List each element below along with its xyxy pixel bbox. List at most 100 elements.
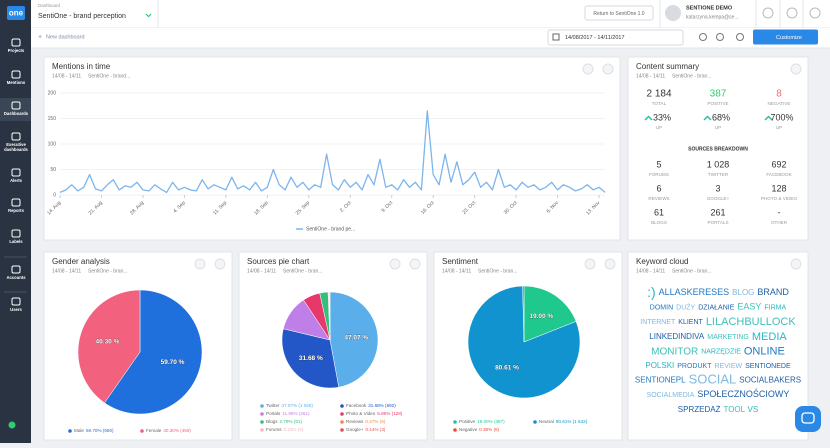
card-source: SentiOne - bran... — [88, 268, 127, 274]
keyword[interactable]: POLSKI — [645, 361, 674, 370]
source-label: FACEBOOK — [766, 172, 792, 177]
card-button[interactable] — [195, 259, 205, 269]
keyword[interactable]: DZIAŁANIE — [698, 304, 735, 311]
keyword[interactable]: EASY — [737, 302, 761, 312]
user-email: katarzyna.kempa@se... — [686, 14, 739, 20]
keyword[interactable]: SENTIONEDE — [745, 363, 791, 370]
keyword[interactable]: MARKETING — [707, 334, 749, 341]
legend-detail: 0.27% (6) — [365, 419, 385, 424]
card-button[interactable] — [605, 259, 615, 269]
card-title: Sources pie chart — [247, 257, 310, 266]
source-label: BLOGS — [651, 220, 667, 225]
legend-dot — [140, 429, 144, 433]
keyword[interactable]: BRAND — [757, 287, 789, 297]
keyword[interactable]: DOMIN — [650, 304, 673, 311]
keyword[interactable]: DUŻY — [676, 302, 695, 311]
legend-detail: 47.07% (1 028) — [282, 403, 314, 408]
legend-name: Neutral — [539, 419, 554, 424]
sidebar-item-line: Accounts — [6, 275, 26, 280]
keyword[interactable]: :) — [647, 284, 656, 300]
source-value: 692 — [771, 159, 786, 169]
keyword[interactable]: ONLINE — [744, 345, 785, 357]
card-button[interactable] — [410, 259, 420, 269]
legend-name: Google+ — [346, 427, 364, 432]
keyword[interactable]: SPOŁECZNOŚCIOWY — [697, 389, 789, 400]
sidebar-item[interactable]: Labels — [9, 239, 23, 244]
keyword[interactable]: NARZĘDZIE — [701, 348, 741, 355]
change-value: 33% — [653, 112, 671, 122]
card-button[interactable] — [583, 64, 593, 74]
keyword[interactable]: INTERNET — [640, 319, 676, 326]
sidebar-item-line: Mentions — [7, 80, 26, 85]
card-button[interactable] — [791, 64, 801, 74]
legend-name: Forums — [266, 427, 282, 432]
chat-button[interactable] — [795, 406, 821, 432]
keyword[interactable]: SOCIAL — [689, 372, 737, 387]
card-title: Sentiment — [442, 257, 479, 266]
sidebar-item[interactable]: Reports — [8, 208, 24, 213]
sidebar-item[interactable]: Users — [10, 307, 22, 312]
return-button-label: Return to SentiOne 1.0 — [593, 11, 644, 17]
keyword[interactable]: TOOL — [723, 405, 745, 414]
legend-detail: 19.00% (387) — [477, 419, 505, 424]
legend-name: Negative — [459, 427, 478, 432]
keyword[interactable]: SOCIALBAKERS — [739, 376, 801, 385]
sources-title: SOURCES BREAKDOWN — [688, 146, 748, 152]
keyword[interactable]: MEDIA — [752, 331, 788, 343]
card-title: Keyword cloud — [636, 257, 688, 266]
legend-detail: 59.70% (680) — [86, 428, 114, 433]
keyword[interactable]: REVIEW — [715, 363, 743, 370]
user-name: SENTIONE DEMO — [686, 5, 733, 11]
legend-detail: 31.68% (692) — [368, 403, 396, 408]
y-tick-label: 200 — [48, 90, 57, 96]
legend-detail: 0.14% (3) — [366, 427, 386, 432]
y-tick-label: 100 — [48, 141, 57, 147]
sidebar-item[interactable]: Mentions — [7, 80, 26, 85]
sidebar-item[interactable]: Dashboards — [4, 111, 29, 116]
pie-value-label: 40.30 % — [96, 338, 120, 345]
keyword[interactable]: LILACHBULLOCK — [706, 316, 797, 328]
card-button[interactable] — [585, 259, 595, 269]
card-button[interactable] — [215, 259, 225, 269]
legend-detail: 0.23% (5) — [284, 427, 304, 432]
card-button[interactable] — [791, 259, 801, 269]
keyword[interactable]: LINKEDINDIVA — [649, 332, 705, 341]
keyword[interactable]: FIRMA — [764, 304, 786, 311]
legend-detail: 2.79% (61) — [280, 419, 303, 424]
keyword[interactable]: PRODUKT — [677, 363, 712, 370]
card-button[interactable] — [390, 259, 400, 269]
keyword[interactable]: KLIENT — [678, 319, 703, 326]
sidebar-item[interactable]: Alerts — [10, 178, 23, 183]
dashboard-name: SentiOne - brand perception — [38, 13, 126, 20]
card-title: Mentions in time — [52, 62, 111, 71]
legend-dot — [260, 420, 264, 424]
card-subtitle: 14/08 - 14/11 — [636, 268, 665, 274]
legend-detail: 5.86% (128) — [377, 411, 402, 416]
legend-name: Blogs — [266, 419, 278, 424]
keyword[interactable]: VS — [748, 405, 759, 414]
sidebar-item-line: Labels — [9, 239, 23, 244]
keyword[interactable]: SENTIONEPL — [635, 376, 686, 385]
keyword[interactable]: SPRZEDAŻ — [678, 405, 721, 414]
keyword[interactable]: SOCIALMEDIA — [647, 392, 695, 399]
card-button[interactable] — [603, 64, 613, 74]
card-source: SentiOne - bran... — [672, 73, 711, 79]
y-tick-label: 0 — [53, 192, 56, 198]
sidebar-item[interactable]: Accounts — [6, 275, 26, 280]
keyword[interactable]: BLOG — [732, 288, 754, 297]
sidebar-item[interactable]: Projects — [8, 48, 25, 53]
legend-detail: 11.95% (261) — [282, 411, 310, 416]
keyword[interactable]: MONITOR — [651, 346, 698, 357]
keyword[interactable]: ALLASKERESES — [659, 287, 730, 297]
change-label: UP — [776, 125, 782, 130]
source-label: OTHER — [771, 220, 788, 225]
